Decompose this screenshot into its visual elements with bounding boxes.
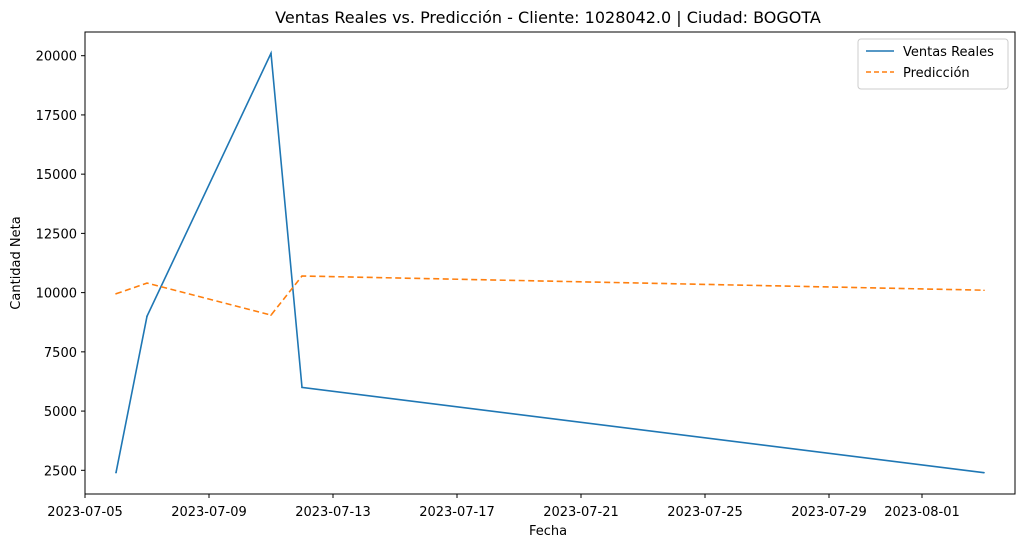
data-point	[115, 471, 117, 474]
data-point	[983, 471, 985, 474]
y-axis: 2500 5000 7500 10000 12500 15000 17500 20000	[36, 50, 85, 479]
data-point	[115, 293, 117, 295]
data-point	[301, 386, 303, 389]
data-point	[146, 282, 148, 284]
legend-label-prediccion: Predicción	[903, 66, 970, 81]
series-line-ventas-reales	[115, 50, 985, 474]
data-point	[983, 289, 985, 292]
legend: Ventas Reales Predicción	[857, 38, 1009, 90]
data-point	[270, 52, 272, 55]
data-point	[146, 315, 148, 318]
x-tick-label: 2023-07-29	[791, 505, 867, 520]
series-lines	[115, 50, 985, 474]
series-line-prediccion	[115, 275, 985, 317]
x-axis: 2023-07-05 2023-07-09 2023-07-13 2023-07-17…	[47, 494, 960, 520]
x-axis-label: Fecha	[529, 524, 567, 539]
x-tick-label: 2023-08-01	[884, 505, 960, 520]
legend-label-ventas-reales: Ventas Reales	[903, 45, 994, 60]
y-tick-label: 2500	[44, 464, 77, 479]
data-point	[301, 275, 303, 277]
x-tick-label: 2023-07-17	[419, 505, 495, 520]
y-tick-label: 5000	[44, 405, 77, 420]
plot-area	[84, 31, 1016, 495]
x-tick-label: 2023-07-25	[667, 505, 743, 520]
x-tick-label: 2023-07-21	[543, 505, 619, 520]
y-tick-label: 7500	[44, 346, 77, 361]
y-tick-label: 10000	[36, 287, 77, 302]
y-axis-label: Cantidad Neta	[9, 216, 24, 309]
y-tick-label: 12500	[36, 227, 77, 242]
y-tick-label: 20000	[36, 50, 77, 65]
x-tick-label: 2023-07-05	[47, 505, 123, 520]
x-tick-label: 2023-07-13	[295, 505, 371, 520]
data-point	[270, 314, 272, 316]
chart-title: Ventas Reales vs. Predicción - Cliente: …	[275, 8, 821, 27]
x-tick-label: 2023-07-09	[171, 505, 247, 520]
y-tick-label: 15000	[36, 168, 77, 183]
legend-box	[857, 38, 1009, 90]
y-tick-label: 17500	[36, 109, 77, 124]
